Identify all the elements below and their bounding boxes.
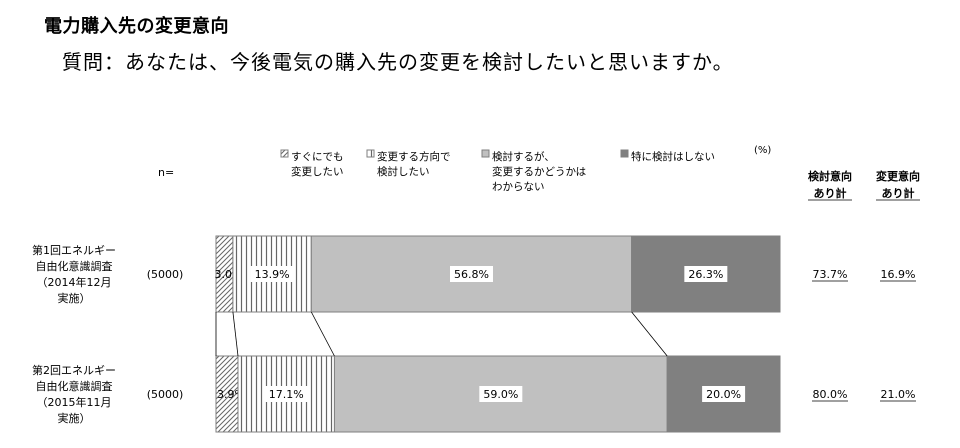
question-text: 質問：あなたは、今後電気の購入先の変更を検討したいと思いますか。 [62,50,734,74]
category-label-1-2: （2015年11月 [37,395,112,409]
category-label-0-3: 実施） [58,291,91,305]
category-label-0-0: 第1回エネルギー [32,243,116,257]
category-label-1-1: 自由化意識調査 [36,379,113,393]
summary-value-0-0: 73.7% [813,268,848,281]
legend-label-direction-1: 検討したい [377,165,430,178]
legend-swatch-direction [366,149,375,158]
legend-label-soon-1: 変更したい [291,165,344,178]
summary-header-1-1: あり計 [882,186,915,200]
connector-2 [631,311,668,357]
category-label-1-0: 第2回エネルギー [32,363,116,377]
data-label-1-1: 17.1% [269,388,304,401]
summary-value-1-0: 80.0% [813,388,848,401]
data-label-bg-0-3 [684,266,728,282]
legend-label-direction-0: 変更する方向で [377,150,451,163]
legend-label-soon-0: すぐにでも [291,151,344,163]
data-label-1-2: 59.0% [483,388,518,401]
summary-header-0-1: あり計 [814,186,847,200]
connector-0 [232,311,239,357]
legend-swatch-consider [481,149,490,158]
data-label-bg-1-1 [264,386,308,402]
data-label-bg-1-3 [702,386,746,402]
legend-swatch-soon [280,149,289,158]
summary-header-0-0: 検討意向 [808,169,852,183]
category-label-0-1: 自由化意識調査 [36,259,113,273]
legend-label-consider-0: 検討するが、 [492,150,555,163]
legend-label-consider-2: わからない [492,181,545,193]
summary-value-0-1: 16.9% [881,268,916,281]
data-label-bg-1-2 [479,386,523,402]
legend-swatch-no [620,149,629,158]
page-title: 電力購入先の変更意向 [44,16,229,37]
data-label-0-3: 26.3% [688,268,723,281]
connector-1 [310,311,335,357]
unit-label: (%) [754,145,771,156]
category-label-0-2: （2014年12月 [37,275,112,289]
data-label-bg-0-1 [250,266,294,282]
data-label-1-3: 20.0% [706,388,741,401]
legend-label-consider-1: 変更するかどうかは [492,165,586,178]
summary-value-1-1: 21.0% [881,388,916,401]
summary-header-1-0: 変更意向 [876,169,920,183]
category-label-1-3: 実施） [58,411,91,425]
n-value-0: (5000) [147,268,184,281]
n-value-1: (5000) [147,388,184,401]
data-label-0-1: 13.9% [255,268,290,281]
data-label-0-2: 56.8% [454,268,489,281]
legend-label-no-0: 特に検討はしない [631,150,715,163]
data-label-bg-0-2 [449,266,493,282]
n-header: n= [158,166,174,179]
